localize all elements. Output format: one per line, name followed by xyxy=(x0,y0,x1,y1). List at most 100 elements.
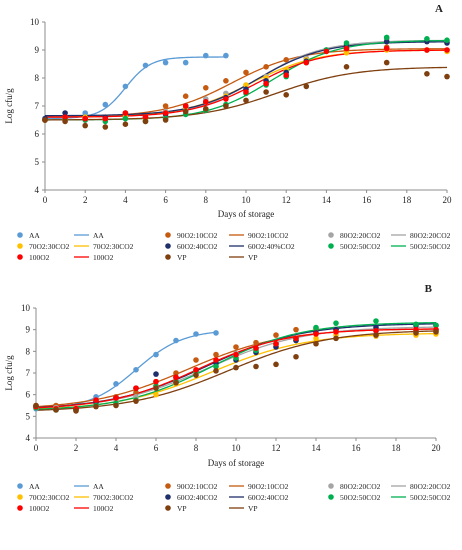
data-point xyxy=(213,330,219,336)
data-point xyxy=(193,372,199,378)
legend-label: VP xyxy=(177,504,187,513)
data-point xyxy=(313,335,319,342)
x-tick-label: 4 xyxy=(123,195,128,205)
data-point xyxy=(122,115,129,122)
legend-marker xyxy=(328,232,334,238)
data-point xyxy=(53,407,59,413)
x-tick-label: 18 xyxy=(392,443,402,453)
x-tick-label: 14 xyxy=(312,443,322,453)
data-point xyxy=(182,93,189,99)
data-point xyxy=(153,378,159,385)
data-point xyxy=(243,82,249,88)
data-point xyxy=(303,59,310,66)
y-tick-label: 4 xyxy=(35,185,40,195)
x-tick-label: 4 xyxy=(114,443,119,453)
data-point xyxy=(133,389,139,396)
data-point xyxy=(293,335,299,342)
panel-label: A xyxy=(435,3,443,15)
legend-marker xyxy=(17,483,23,489)
data-point xyxy=(373,332,379,338)
x-tick-label: 16 xyxy=(352,443,362,453)
data-point xyxy=(263,80,269,87)
legend-label: 50O2:50CO2 xyxy=(410,493,451,502)
data-point xyxy=(42,117,48,123)
chart-panel-b: 4 5 6 7 8 9 10 0 2 4 6 8 10 12 14 16 18 20 Log cfu/g Days o… xyxy=(4,283,451,513)
data-point xyxy=(413,330,419,336)
legend-label: AA xyxy=(29,231,40,240)
legend-label: 70O2:30CO2 xyxy=(93,493,134,502)
data-point xyxy=(133,366,139,373)
data-point xyxy=(444,47,450,53)
data-point xyxy=(243,97,249,104)
legend-marker xyxy=(17,243,23,249)
legend-label: 50O2:50CO2 xyxy=(410,242,451,251)
legend-label: 50O2:50CO2 xyxy=(340,493,381,502)
legend-label: 90O2:10CO2 xyxy=(248,231,289,240)
data-point xyxy=(273,332,279,338)
y-tick-label: 8 xyxy=(26,346,31,356)
x-tick-label: 18 xyxy=(402,195,412,205)
data-point xyxy=(213,363,219,370)
data-point xyxy=(313,340,319,347)
legend-label: 60O2:40CO2 xyxy=(248,493,289,502)
y-axis-title: Log cfu/g xyxy=(4,88,14,124)
legend-label: 60O2:40CO2 xyxy=(177,493,218,502)
legend-label: VP xyxy=(177,253,187,262)
data-point xyxy=(273,361,279,368)
data-point xyxy=(223,96,229,102)
data-point xyxy=(142,62,149,69)
data-point xyxy=(102,101,109,108)
data-point xyxy=(122,121,129,127)
data-point xyxy=(82,115,88,122)
data-point xyxy=(263,64,269,70)
data-point xyxy=(173,337,179,344)
legend-marker xyxy=(17,505,23,511)
data-point xyxy=(162,117,169,123)
data-point xyxy=(253,363,259,370)
y-tick-label: 4 xyxy=(26,433,31,443)
y-axis-title: Log cfu/g xyxy=(4,355,14,391)
data-point xyxy=(223,78,229,84)
y-tick-label: 7 xyxy=(35,101,40,111)
x-tick-label: 12 xyxy=(272,443,281,453)
data-point xyxy=(313,324,319,331)
legend-label: 80O2:20CO2 xyxy=(340,482,381,491)
x-tick-label: 6 xyxy=(154,443,159,453)
x-tick-label: 14 xyxy=(322,195,332,205)
legend-label: 100O2 xyxy=(93,504,114,513)
data-point xyxy=(413,321,419,328)
data-point xyxy=(102,115,109,122)
y-tick-label: 8 xyxy=(35,73,40,83)
x-tick-label: 2 xyxy=(83,195,88,205)
legend-marker xyxy=(165,483,171,489)
legend-marker xyxy=(165,232,171,238)
data-point xyxy=(283,57,290,63)
data-point xyxy=(62,114,68,120)
data-point xyxy=(373,327,379,334)
data-point xyxy=(343,45,350,52)
data-point xyxy=(93,397,99,403)
y-tick-label: 10 xyxy=(30,17,40,27)
legend-label: VP xyxy=(248,253,258,262)
data-point xyxy=(303,83,310,90)
data-point xyxy=(313,331,319,337)
data-point xyxy=(153,391,159,398)
legend-label: 100O2 xyxy=(29,253,50,262)
y-tick-label: 5 xyxy=(35,157,40,167)
data-point xyxy=(153,371,159,377)
x-tick-label: 10 xyxy=(232,443,242,453)
legend-marker xyxy=(165,254,171,260)
data-point xyxy=(213,351,219,358)
data-point xyxy=(203,106,209,112)
x-tick-label: 20 xyxy=(443,195,453,205)
data-point xyxy=(424,36,430,42)
legend-label: 50O2:50CO2 xyxy=(340,242,381,251)
data-point xyxy=(333,320,339,326)
legend-label: AA xyxy=(29,482,40,491)
data-point xyxy=(333,335,339,342)
data-point xyxy=(333,329,339,335)
data-point xyxy=(273,340,279,347)
data-point xyxy=(424,71,430,77)
legend-label: 100O2 xyxy=(93,253,114,262)
chart-panel-a: 4 5 6 7 8 9 10 0 2 4 6 8 10 12 14 16 18 20 Log cfu/g Days o… xyxy=(4,3,452,262)
